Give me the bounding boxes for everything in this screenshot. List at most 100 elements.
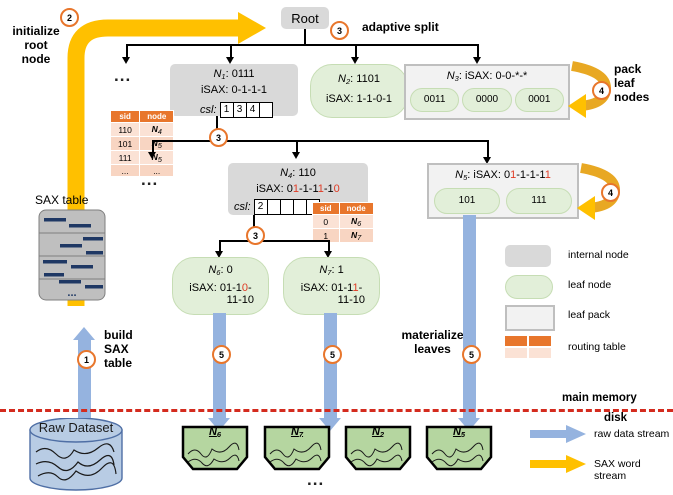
node-n5-isax-label: iSAX: — [473, 169, 501, 181]
routing-table-n4[interactable]: sid node 0 N6 1 N7 — [312, 202, 374, 243]
csl-cell[interactable] — [260, 103, 272, 117]
annotation-pack-leaf-nodes: pack leaf nodes — [614, 62, 670, 104]
annotation-line-2: root — [24, 38, 48, 52]
disk-leaf-n2[interactable] — [343, 424, 413, 472]
memory-disk-divider — [0, 409, 673, 412]
table-row[interactable]: 111 N5 — [109, 150, 175, 165]
sax-table-icon: ... — [38, 209, 106, 301]
legend-label-routing-table: routing table — [568, 341, 626, 353]
raw-dataset-icon: Raw Dataset — [29, 418, 123, 491]
node-n7-title: N7: 1 — [319, 264, 344, 277]
leaf-pack-child[interactable]: 0001 — [514, 87, 564, 112]
cell-node: ... — [139, 164, 175, 177]
node-n1-csl-label: csl: — [200, 104, 217, 116]
table-row[interactable]: ... ... — [109, 164, 175, 177]
node-n3-leaf-pack[interactable]: N3: iSAX: 0-0-*-* 0011 0000 0001 — [404, 64, 570, 120]
table-header-row: sid node — [109, 110, 175, 123]
sax-table-caption: SAX table — [35, 193, 89, 207]
node-n4-title: N4: 110 — [280, 167, 316, 180]
node-n1-name: N — [213, 68, 222, 80]
node-n4-isax-label: iSAX: — [256, 182, 284, 195]
node-n2[interactable]: N2: 1101 iSAX: 1-1-0-1 — [310, 64, 408, 118]
leaf-pack-child[interactable]: 101 — [434, 187, 500, 214]
step-badge-1[interactable]: 1 — [77, 350, 96, 369]
node-n6[interactable]: N6: 0 iSAX: 01-10- 11-10 — [172, 257, 269, 315]
disk-leaf-n6[interactable] — [180, 424, 250, 472]
csl-cell[interactable]: 2 — [255, 200, 268, 214]
n1-bus — [152, 140, 488, 142]
cell-sid: 1 — [312, 228, 340, 243]
node-n1-isax: iSAX: 0-1-1-1 — [170, 84, 298, 97]
node-n2-isax-value: 1-1-0-1 — [356, 92, 393, 105]
legend-label-internal-node: internal node — [568, 249, 629, 261]
node-n5-index: 5 — [463, 173, 468, 182]
step-badge-4-bottom[interactable]: 4 — [601, 183, 620, 202]
annotation-initialize-root: initialize root node — [3, 24, 69, 66]
node-n7-isax-value: 01-11- — [331, 281, 363, 294]
node-n1-index: 1 — [221, 72, 226, 81]
node-n1-title: N1: 0111 — [213, 68, 255, 81]
table-row[interactable]: 110 N4 — [109, 122, 175, 137]
node-n4-isax-value: 01-1-11-10 — [286, 182, 340, 195]
step-badge-2[interactable]: 2 — [60, 8, 79, 27]
disk-leaf-n5[interactable] — [424, 424, 494, 472]
leaf-pack-child[interactable]: 0011 — [410, 87, 460, 112]
disk-leaf-n6-label: N6 — [208, 426, 222, 439]
node-n7[interactable]: N7: 1 iSAX: 01-11- 11-10 — [283, 257, 380, 315]
node-n7-name: N — [319, 264, 328, 276]
csl-cell[interactable]: 3 — [234, 103, 247, 117]
legend-swatch-leaf-node — [505, 275, 553, 299]
routing-table-n1[interactable]: sid node 110 N4 101 N5 111 N5 ... ... — [109, 110, 175, 177]
table-row[interactable]: 101 N5 — [109, 136, 175, 151]
node-n2-word: 1101 — [356, 73, 380, 85]
svg-text:...: ... — [67, 287, 76, 299]
node-n6-isax-label: iSAX: — [189, 281, 217, 294]
node-n3-index: 3 — [454, 74, 459, 83]
svg-text:Raw Dataset: Raw Dataset — [39, 420, 114, 435]
sax-word-stream-arrow — [67, 12, 266, 306]
step-badge-3-n4[interactable]: 3 — [246, 226, 265, 245]
branch-drop-2 — [355, 44, 357, 58]
node-n1-csl[interactable]: csl: 1 3 4 — [200, 102, 273, 118]
step-badge-5-n7[interactable]: 5 — [323, 345, 342, 364]
csl-cell[interactable] — [281, 200, 294, 214]
csl-cell[interactable] — [294, 200, 307, 214]
legend-label-disk: disk — [604, 412, 628, 424]
node-n6-isax: iSAX: 01-10- — [173, 280, 268, 295]
node-n4-csl-cells[interactable]: 2 — [253, 199, 320, 215]
n1-arrow-2 — [483, 157, 491, 164]
table-row[interactable]: 1 N7 — [312, 228, 374, 243]
leaf-pack-child[interactable]: 111 — [506, 187, 572, 214]
legend-raw-data-stream-arrow — [530, 425, 586, 443]
node-n1-csl-cells[interactable]: 1 3 4 — [219, 102, 273, 118]
table-row[interactable]: 0 N6 — [312, 214, 374, 229]
node-n6-index: 6 — [216, 268, 221, 277]
node-n1-word: 0111 — [231, 68, 255, 80]
branch-drop-0 — [126, 44, 128, 58]
disk-leaf-n7[interactable] — [262, 424, 332, 472]
legend-swatch-routing-table — [505, 336, 551, 358]
node-n3-children: 0011 0000 0001 — [406, 86, 568, 112]
node-n4-csl[interactable]: csl: 2 — [234, 199, 320, 215]
csl-cell[interactable] — [268, 200, 281, 214]
legend-label-sax-word-stream: SAX word stream — [594, 458, 641, 482]
disk-leaf-n7-label: N7 — [290, 426, 304, 439]
node-n5-leaf-pack[interactable]: N5: iSAX: 01-1-1-11 101 111 — [427, 163, 579, 219]
step-badge-4-top[interactable]: 4 — [592, 81, 611, 100]
root-bus — [126, 44, 478, 46]
step-badge-5-n5[interactable]: 5 — [462, 345, 481, 364]
raw-stream-sax-head — [73, 327, 95, 340]
node-n6-title: N6: 0 — [208, 264, 233, 277]
annotation-line-3: node — [21, 52, 51, 66]
step-badge-3-n1[interactable]: 3 — [209, 128, 228, 147]
csl-cell[interactable]: 1 — [221, 103, 234, 117]
leaf-pack-child[interactable]: 0000 — [462, 87, 512, 112]
n1-arrow-1 — [292, 152, 300, 159]
node-n4-name: N — [280, 167, 289, 179]
root-node[interactable]: Root — [281, 7, 329, 29]
step-badge-5-n6[interactable]: 5 — [212, 345, 231, 364]
node-n4-csl-label: csl: — [234, 201, 251, 213]
csl-cell[interactable]: 4 — [247, 103, 260, 117]
column-header-sid: sid — [109, 110, 141, 123]
step-badge-3-root[interactable]: 3 — [330, 21, 349, 40]
